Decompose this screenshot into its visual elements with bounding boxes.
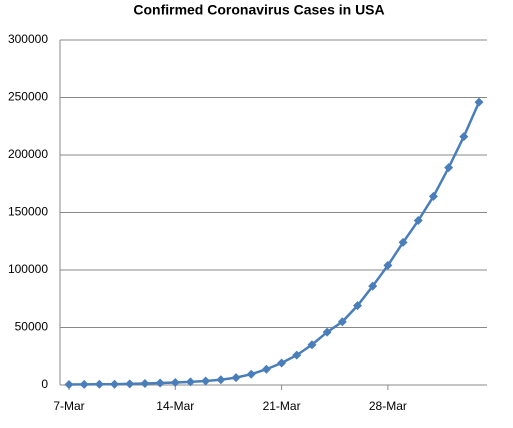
marker — [307, 340, 317, 350]
y-tick-label: 300000 — [8, 32, 48, 46]
marker — [185, 377, 195, 387]
marker — [64, 380, 74, 390]
marker — [444, 163, 454, 173]
marker — [353, 301, 363, 311]
marker — [413, 216, 423, 226]
marker — [337, 317, 347, 327]
marker — [170, 377, 180, 387]
marker — [368, 281, 378, 291]
x-tick-label: 21-Mar — [263, 399, 301, 413]
marker — [110, 379, 120, 389]
marker — [428, 191, 438, 201]
marker — [201, 376, 211, 386]
marker — [383, 260, 393, 270]
marker — [94, 379, 104, 389]
marker — [277, 358, 287, 368]
marker — [459, 132, 469, 142]
marker — [79, 379, 89, 389]
y-tick-label: 100000 — [8, 262, 48, 276]
chart-title: Confirmed Coronavirus Cases in USA — [133, 2, 384, 18]
marker — [474, 97, 484, 107]
marker — [125, 379, 135, 389]
y-tick-label: 250000 — [8, 90, 48, 104]
marker — [140, 379, 150, 389]
y-tick-label: 0 — [41, 377, 48, 391]
y-tick-label: 50000 — [15, 320, 49, 334]
marker — [292, 350, 302, 360]
marker — [261, 364, 271, 374]
marker — [155, 378, 165, 388]
y-tick-label: 150000 — [8, 205, 48, 219]
marker — [322, 327, 332, 337]
x-tick-label: 14-Mar — [156, 399, 194, 413]
marker — [246, 369, 256, 379]
x-tick-label: 7-Mar — [53, 399, 84, 413]
marker — [398, 237, 408, 247]
y-tick-label: 200000 — [8, 147, 48, 161]
marker — [231, 373, 241, 383]
marker — [216, 375, 226, 385]
x-tick-label: 28-Mar — [369, 399, 407, 413]
line — [68, 101, 481, 386]
